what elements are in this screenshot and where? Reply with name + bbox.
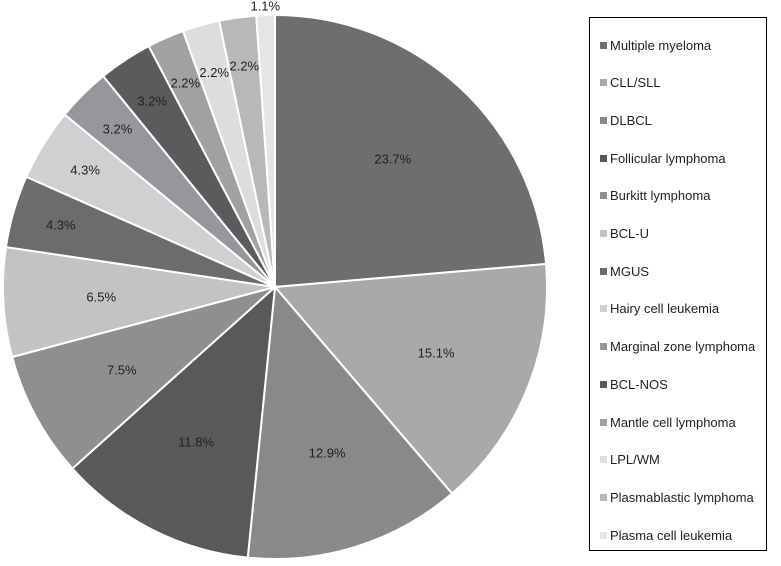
legend-swatch: [600, 192, 607, 200]
slice-label-multiple-myeloma: 23.7%: [374, 151, 411, 166]
slice-label-plasma-cell-leukemia: 1.1%: [250, 0, 280, 14]
legend-item-bcl-u: BCL-U: [600, 225, 649, 243]
legend-label: Burkitt lymphoma: [610, 188, 711, 204]
slice-bcl-u: [2, 245, 276, 359]
pie-labels: 23.7% 15.1% 12.9% 11.8% 7.5% 6.5% 4.3% 4.3% 3.2%…: [46, 0, 455, 461]
legend-swatch: [600, 380, 607, 388]
legend-label: Multiple myeloma: [610, 37, 712, 53]
slice-label-hairy-cell-leukemia: 4.3%: [70, 163, 100, 178]
slice-label-bcl-u: 6.5%: [86, 289, 116, 304]
slice-label-follicular-lymphoma: 11.8%: [178, 435, 214, 450]
legend-label: Plasmablastic lymphoma: [610, 489, 754, 505]
slice-burkitt-lymphoma: [10, 286, 276, 470]
legend-swatch: [600, 230, 607, 237]
legend-swatch: [600, 79, 607, 87]
slice-label-burkitt-lymphoma: 7.5%: [107, 362, 137, 377]
legend-swatch: [600, 456, 607, 464]
legend-swatch: [600, 305, 607, 313]
slice-label-lpl-wm: 2.2%: [199, 65, 229, 80]
legend-label: Hairy cell leukemia: [610, 301, 720, 317]
slice-label-dlbcl: 12.9%: [309, 446, 346, 461]
legend-swatch: [600, 493, 607, 501]
legend-label: Follicular lymphoma: [610, 150, 726, 166]
slice-cll-sll: [272, 262, 548, 495]
legend-item-multiple-myeloma: Multiple myeloma: [600, 36, 711, 54]
slice-label-mantle-cell-lymphoma: 2.2%: [170, 75, 200, 90]
legend-item-burkitt-lymphoma: Burkitt lymphoma: [600, 187, 710, 205]
legend-item-marginal-zone-lymphoma: Marginal zone lymphoma: [600, 338, 755, 356]
legend-item-dlbcl: DLBCL: [600, 111, 652, 129]
legend-swatch: [600, 41, 607, 49]
slice-plasma-cell-leukemia: [255, 13, 276, 288]
pie-slices: [2, 13, 548, 560]
legend-label: Marginal zone lymphoma: [610, 339, 756, 355]
legend-item-hairy-cell-leukemia: Hairy cell leukemia: [600, 300, 719, 318]
legend: Multiple myeloma CLL/SLL DLBCL Follicular l…: [589, 17, 767, 551]
legend-swatch: [600, 418, 607, 426]
legend-item-mgus: MGUS: [600, 262, 649, 280]
legend-item-follicular-lymphoma: Follicular lymphoma: [600, 149, 726, 167]
legend-label: DLBCL: [610, 112, 652, 128]
slice-label-bcl-nos: 3.2%: [137, 93, 167, 108]
slice-dlbcl: [246, 284, 454, 560]
legend-swatch: [600, 116, 607, 124]
legend-label: Mantle cell lymphoma: [610, 414, 736, 430]
legend-item-mantle-cell-lymphoma: Mantle cell lymphoma: [600, 413, 736, 431]
legend-label: MGUS: [610, 263, 649, 279]
legend-swatch: [600, 267, 607, 275]
legend-swatch: [600, 531, 607, 539]
legend-swatch: [600, 343, 607, 351]
slice-follicular-lymphoma: [70, 284, 277, 559]
legend-label: LPL/WM: [610, 452, 660, 468]
legend-label: BCL-U: [610, 226, 650, 241]
legend-item-bcl-nos: BCL-NOS: [600, 375, 668, 393]
slice-label-cll-sll: 15.1%: [418, 346, 455, 361]
legend-item-cll-sll: CLL/SLL: [600, 74, 661, 92]
legend-label: CLL/SLL: [610, 75, 661, 91]
legend-item-lpl-wm: LPL/WM: [600, 451, 660, 469]
legend-label: Plasma cell leukemia: [610, 527, 733, 543]
slice-label-plasmablastic-lymphoma: 2.2%: [229, 59, 259, 74]
slice-label-marginal-zone-lymphoma: 3.2%: [103, 122, 133, 137]
slice-multiple-myeloma: [274, 13, 548, 289]
legend-item-plasmablastic-lymphoma: Plasmablastic lymphoma: [600, 488, 754, 506]
legend-swatch: [600, 154, 607, 162]
legend-label: BCL-NOS: [610, 376, 668, 392]
legend-item-plasma-cell-leukemia: Plasma cell leukemia: [600, 526, 732, 544]
slice-label-mgus: 4.3%: [46, 217, 76, 232]
